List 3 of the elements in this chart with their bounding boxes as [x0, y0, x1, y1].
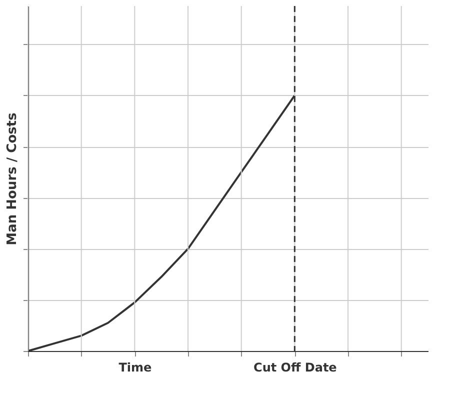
x-tick-label: Time — [118, 360, 152, 374]
y-axis-title: Man Hours / Costs — [5, 112, 20, 246]
x-tick-label: Cut Off Date — [254, 360, 337, 374]
